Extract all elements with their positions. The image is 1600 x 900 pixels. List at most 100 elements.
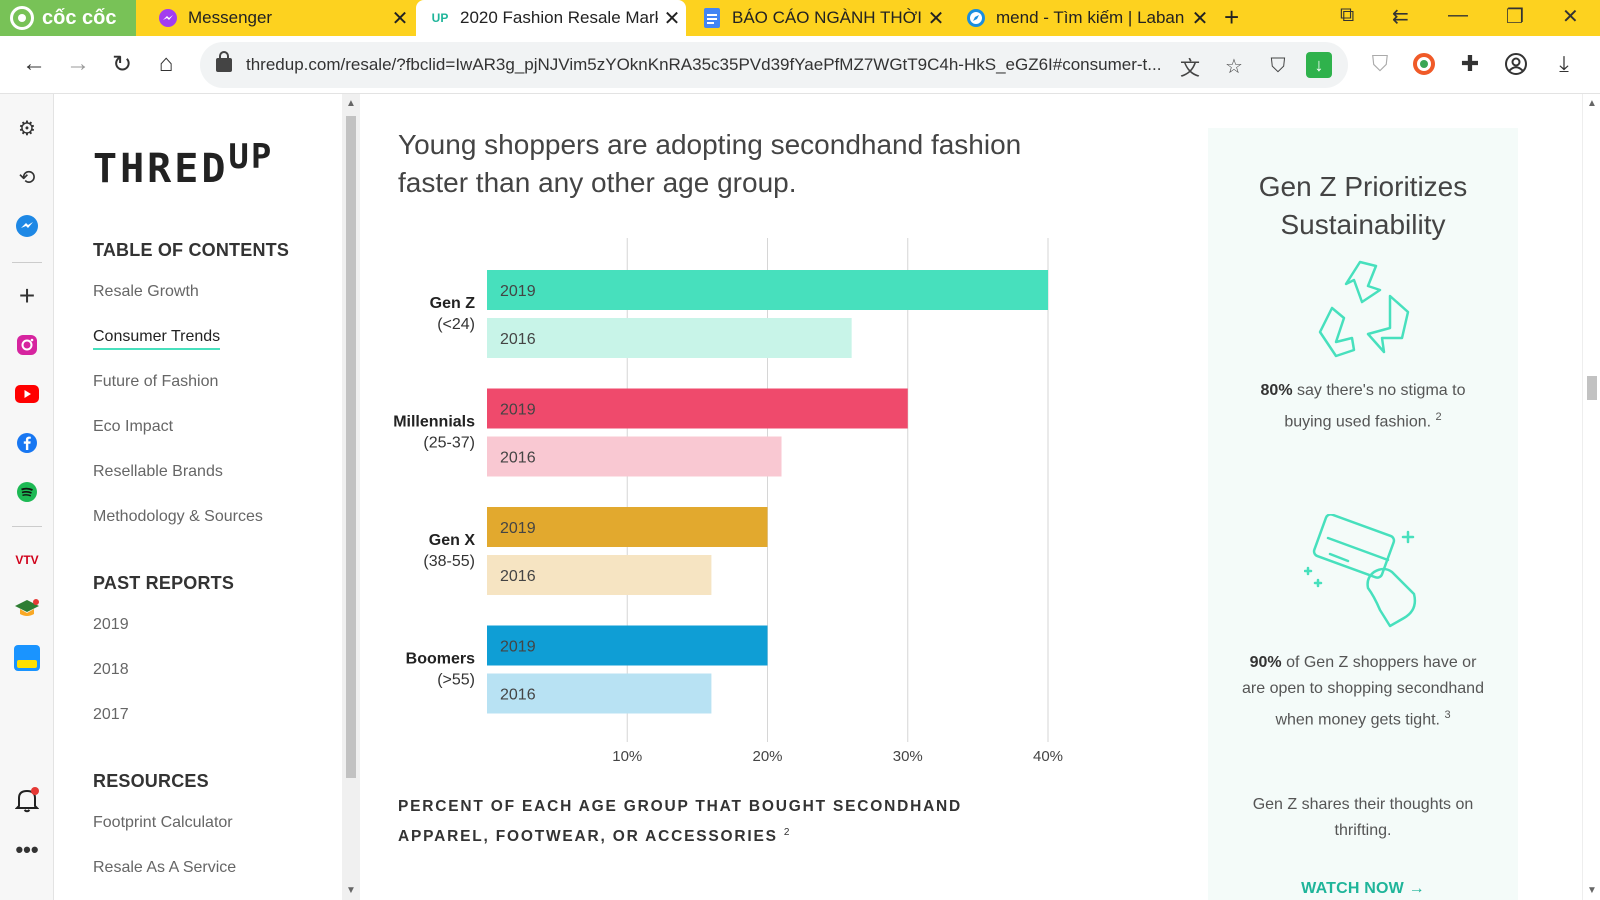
scroll-down-arrow-icon[interactable]: ▼ — [346, 885, 356, 896]
bar-label: 2019 — [500, 402, 536, 419]
download-video-icon[interactable]: ↓ — [1306, 52, 1332, 78]
stat-money-tight: 90% of Gen Z shoppers have or are open t… — [1242, 654, 1484, 729]
tab-search-icon[interactable]: ⧉ — [1340, 4, 1355, 26]
tab-fashion-resale[interactable]: UP 2020 Fashion Resale Mark ✕ — [416, 0, 686, 36]
table-of-contents-panel: THREDUP TABLE OF CONTENTS Resale Growth … — [54, 94, 342, 900]
lock-icon[interactable] — [216, 51, 232, 72]
tiki-icon[interactable] — [13, 644, 41, 672]
bookmark-star-icon[interactable]: ☆ — [1225, 55, 1243, 78]
past-reports-heading: PAST REPORTS — [93, 573, 235, 593]
extensions-puzzle-icon[interactable]: ✚ — [1460, 51, 1480, 76]
bar — [487, 388, 908, 429]
spotify-icon[interactable] — [13, 478, 41, 506]
settings-gear-icon[interactable]: ⚙ — [18, 117, 36, 140]
bar — [487, 673, 712, 714]
url-text[interactable]: thredup.com/resale/?fbclid=IwAR3g_pjNJVi… — [246, 55, 1162, 74]
bar-label: 2016 — [500, 687, 536, 704]
facebook-icon[interactable] — [13, 429, 41, 457]
messenger-icon — [158, 8, 178, 28]
toc-link-eco-impact[interactable]: Eco Impact — [93, 418, 174, 435]
downloads-icon[interactable]: ⤓ — [1559, 51, 1569, 76]
address-bar[interactable]: thredup.com/resale/?fbclid=IwAR3g_pjNJVi… — [200, 42, 1348, 88]
main-content: Young shoppers are adopting secondhand f… — [360, 94, 1582, 900]
forward-button[interactable]: → — [66, 50, 90, 77]
profile-icon[interactable] — [1502, 50, 1530, 78]
section-headline: Young shoppers are adopting secondhand f… — [398, 129, 1022, 198]
docs-icon — [702, 8, 722, 28]
compass-icon — [966, 8, 986, 28]
close-window-button[interactable]: ✕ — [1562, 6, 1579, 28]
past-report-2017[interactable]: 2017 — [93, 706, 129, 723]
browser-sidebar: ⚙ ⟲ + VTV ••• — [0, 94, 54, 900]
toc-link-consumer-trends[interactable]: Consumer Trends — [93, 328, 221, 350]
home-button[interactable]: ⌂ — [158, 50, 174, 77]
more-options-icon[interactable]: ••• — [15, 837, 39, 862]
past-report-2019[interactable]: 2019 — [93, 616, 129, 633]
shield-icon[interactable]: ⛉ — [1270, 54, 1286, 77]
close-tab-icon[interactable]: ✕ — [391, 7, 409, 30]
panel-title: Gen Z Prioritizes Sustainability — [1258, 171, 1468, 240]
adblock-shield-icon[interactable]: ⛉ — [1371, 51, 1389, 76]
bar — [487, 625, 768, 666]
vtv-icon[interactable]: VTV — [15, 553, 39, 567]
tab-bao-cao[interactable]: BÁO CÁO NGÀNH THỜI T ✕ — [688, 0, 950, 36]
recycle-icon — [1318, 260, 1410, 358]
coccoc-menu-button[interactable]: cốc cốc — [0, 0, 136, 36]
close-tab-icon[interactable]: ✕ — [927, 7, 945, 30]
minimize-window-button[interactable]: — — [1448, 4, 1468, 26]
watch-now-link[interactable]: WATCH NOW → — [1301, 880, 1425, 897]
thredup-logo[interactable]: THREDUP — [93, 137, 274, 192]
bar — [487, 507, 768, 547]
tab-title: mend - Tìm kiếm | Laban — [996, 8, 1185, 27]
back-to-tab-icon[interactable]: ⇇ — [1392, 6, 1409, 28]
scroll-up-arrow-icon[interactable]: ▲ — [1587, 98, 1597, 109]
browser-brand: cốc cốc — [42, 6, 117, 29]
coccoc-logo-icon — [10, 6, 34, 30]
close-tab-icon[interactable]: ✕ — [663, 7, 681, 30]
gen-z-sidebar-panel: Gen Z Prioritizes Sustainability 80% say… — [1208, 128, 1518, 900]
history-icon[interactable]: ⟲ — [18, 166, 36, 189]
past-report-2018[interactable]: 2018 — [93, 661, 129, 678]
footnote-ref: 2 — [783, 827, 790, 838]
new-tab-button[interactable]: + — [1224, 2, 1240, 32]
education-cap-icon[interactable] — [13, 595, 41, 623]
close-tab-icon[interactable]: ✕ — [1191, 7, 1209, 30]
scroll-down-arrow-icon[interactable]: ▼ — [1587, 885, 1597, 896]
resource-footprint-calculator[interactable]: Footprint Calculator — [93, 814, 233, 831]
toc-heading: TABLE OF CONTENTS — [93, 240, 290, 260]
youtube-icon[interactable] — [13, 380, 41, 408]
group-range-label: (38-55) — [423, 553, 475, 570]
back-button[interactable]: ← — [22, 50, 46, 77]
notifications-bell-icon[interactable] — [13, 786, 41, 814]
thredup-icon: UP — [431, 11, 449, 25]
bar-label: 2019 — [500, 283, 536, 300]
bar — [487, 555, 712, 595]
tab-messenger[interactable]: Messenger ✕ — [144, 0, 414, 36]
toc-link-future-of-fashion[interactable]: Future of Fashion — [93, 373, 219, 390]
promo-text: Gen Z shares their thoughts on thrifting… — [1252, 796, 1474, 839]
scroll-up-arrow-icon[interactable]: ▲ — [346, 98, 356, 109]
tab-title: Messenger — [188, 8, 273, 27]
page-scrollbar[interactable]: ▲ ▼ — [1582, 94, 1600, 900]
browser-toolbar: ← → ↻ ⌂ thredup.com/resale/?fbclid=IwAR3… — [0, 36, 1600, 94]
toc-scrollbar[interactable]: ▲ ▼ — [342, 94, 360, 900]
bar — [487, 318, 852, 358]
page-scrollbar-thumb[interactable] — [1587, 376, 1597, 400]
coccoc-extension-icon[interactable] — [1410, 50, 1438, 78]
instagram-icon[interactable] — [13, 331, 41, 359]
group-range-label: (<24) — [437, 316, 475, 333]
reload-button[interactable]: ↻ — [111, 50, 133, 78]
add-panel-icon[interactable]: + — [18, 280, 36, 311]
toc-scrollbar-thumb[interactable] — [346, 116, 356, 778]
toc-link-resellable-brands[interactable]: Resellable Brands — [93, 463, 223, 480]
credit-card-hand-icon — [1304, 514, 1417, 628]
restore-window-button[interactable]: ❐ — [1506, 6, 1524, 28]
resource-resale-as-a-service[interactable]: Resale As A Service — [93, 859, 237, 876]
group-range-label: (>55) — [437, 672, 475, 689]
toc-link-methodology[interactable]: Methodology & Sources — [93, 508, 263, 525]
tab-laban-search[interactable]: mend - Tìm kiếm | Laban ✕ — [952, 0, 1214, 36]
tab-title: 2020 Fashion Resale Mark — [460, 8, 658, 27]
messenger-icon[interactable] — [13, 212, 41, 240]
toc-link-resale-growth[interactable]: Resale Growth — [93, 283, 199, 300]
translate-icon[interactable]: 文 — [1180, 57, 1200, 80]
